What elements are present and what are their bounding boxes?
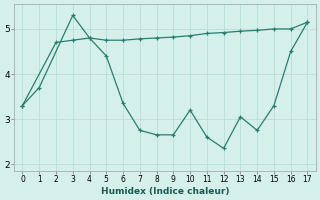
X-axis label: Humidex (Indice chaleur): Humidex (Indice chaleur) (101, 187, 229, 196)
